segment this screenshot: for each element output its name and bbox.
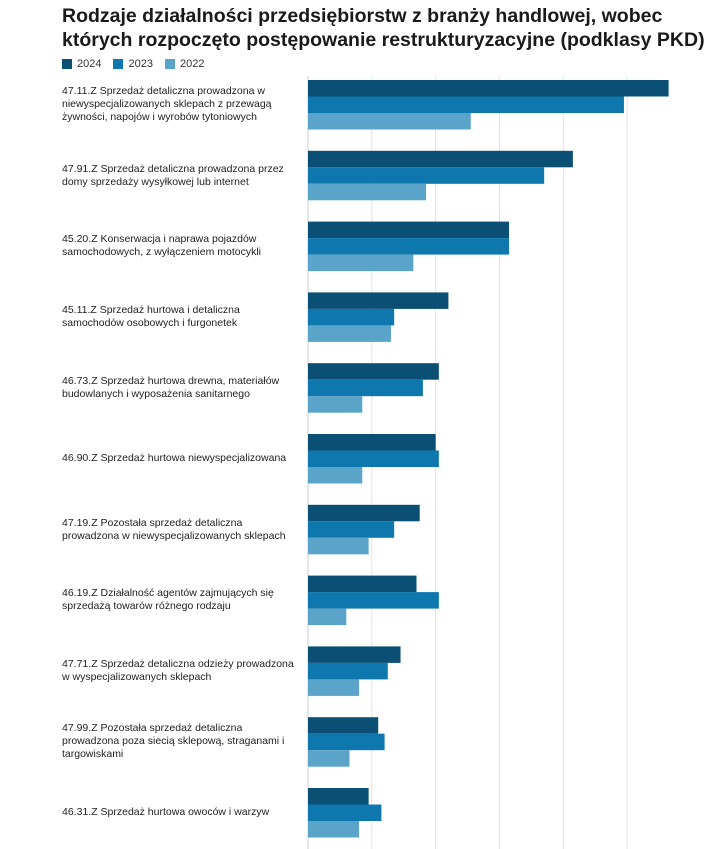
legend-label-2023: 2023 <box>128 58 153 70</box>
bar-2024-5 <box>308 363 439 380</box>
bar-2023-7 <box>308 521 395 538</box>
category-label: 47.99.Z Pozostała sprzedaż detaliczna pr… <box>62 722 285 761</box>
legend-item-2024: 2024 <box>62 58 101 70</box>
category-label: 46.31.Z Sprzedaż hurtowa owoców i warzyw <box>62 806 270 819</box>
bar-2024-3 <box>308 221 510 239</box>
bar-2023-10 <box>308 733 385 751</box>
legend-item-2023: 2023 <box>113 58 153 70</box>
bar-2024-8 <box>308 575 417 593</box>
bar-2023-4 <box>308 308 395 326</box>
category-label: 46.73.Z Sprzedaż hurtowa drewna, materia… <box>62 374 280 400</box>
bar-2022-5 <box>308 396 363 413</box>
legend-label-2022: 2022 <box>179 58 205 70</box>
bar-2022-1 <box>308 113 471 130</box>
category-label: 45.20.Z Konserwacja i naprawa pojazdów s… <box>62 233 261 259</box>
bar-2023-8 <box>308 592 439 609</box>
legend-swatch-2023 <box>113 59 124 69</box>
legend-swatch-2024 <box>62 59 72 69</box>
bar-2024-4 <box>308 292 449 309</box>
bar-2022-8 <box>308 608 347 626</box>
category-label: 47.19.Z Pozostała sprzedaż detaliczna pr… <box>62 516 286 542</box>
bar-2022-9 <box>308 679 360 696</box>
bar-2024-10 <box>308 717 379 734</box>
category-label: 45.11.Z Sprzedaż hurtowa i detaliczna sa… <box>62 304 240 330</box>
bar-2023-11 <box>308 804 382 821</box>
bar-2022-11 <box>308 821 360 838</box>
category-label: 47.71.Z Sprzedaż detaliczna odzieży prow… <box>62 658 294 684</box>
bar-2023-9 <box>308 662 388 680</box>
bar-2024-1 <box>308 80 669 97</box>
bar-2023-1 <box>308 96 624 113</box>
bar-2023-2 <box>308 167 545 184</box>
bar-2024-9 <box>308 646 401 663</box>
bar-2022-7 <box>308 537 369 555</box>
bar-2023-6 <box>308 450 439 467</box>
legend-label-2024: 2024 <box>77 58 102 70</box>
bar-2022-6 <box>308 467 363 484</box>
legend-swatch-2022 <box>164 59 175 69</box>
category-label: 47.91.Z Sprzedaż detaliczna prowadzona p… <box>62 162 284 188</box>
bar-2024-2 <box>308 150 573 168</box>
legend: 2024 2023 2022 <box>62 58 204 70</box>
category-label: 46.19.Z Działalność agentów zajmujących … <box>62 587 274 613</box>
category-label: 46.90.Z Sprzedaż hurtowa niewyspecjalizo… <box>62 452 287 465</box>
bar-2024-6 <box>308 434 436 451</box>
legend-item-2022: 2022 <box>164 58 205 70</box>
bar-2024-11 <box>308 788 369 805</box>
chart-title: Rodzaje działalności przedsiębiorstw z b… <box>62 5 705 51</box>
bar-2022-4 <box>308 325 391 342</box>
bar-2022-2 <box>308 183 427 201</box>
category-label: 47.11.Z Sprzedaż detaliczna prowadzona w… <box>62 85 272 124</box>
bar-2023-3 <box>308 238 510 255</box>
bar-2023-5 <box>308 379 423 397</box>
bar-2022-3 <box>308 254 414 272</box>
bar-2022-10 <box>308 750 350 767</box>
bar-2024-7 <box>308 504 420 522</box>
